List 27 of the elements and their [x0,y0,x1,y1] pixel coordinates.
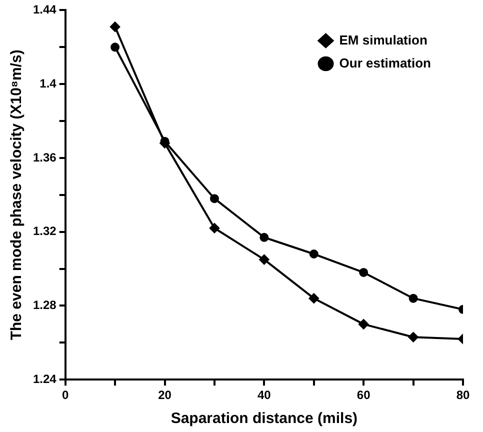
x-tick-label: 20 [158,388,172,402]
legend-label: Our estimation [339,55,432,70]
x-tick-label: 40 [258,388,272,402]
point [308,293,319,304]
point [110,42,120,52]
y-tick-label: 1.36 [32,150,57,164]
y-axis-title: The even mode phase velocity (X10⁸m/s) [8,50,26,340]
y-tick-label: 1.24 [32,372,57,386]
y-tick-label: 1.32 [32,224,57,238]
y-tick-label: 1.28 [32,298,57,312]
y-tick-label: 1.44 [32,2,57,17]
point [408,294,418,303]
point [110,22,120,32]
point [210,194,219,204]
x-tick-label: 0 [62,388,70,402]
point [408,332,418,342]
point [309,250,318,259]
x-tick-label: 60 [356,388,371,402]
point [359,268,368,277]
y-tick-label: 1.4 [40,76,57,90]
x-axis-title: Saparation distance (mils) [170,410,358,428]
point [358,319,369,330]
point [260,232,269,242]
point [209,223,220,234]
legend-label: EM simulation [339,32,428,48]
point [259,254,270,265]
x-tick-label: 80 [456,388,470,402]
